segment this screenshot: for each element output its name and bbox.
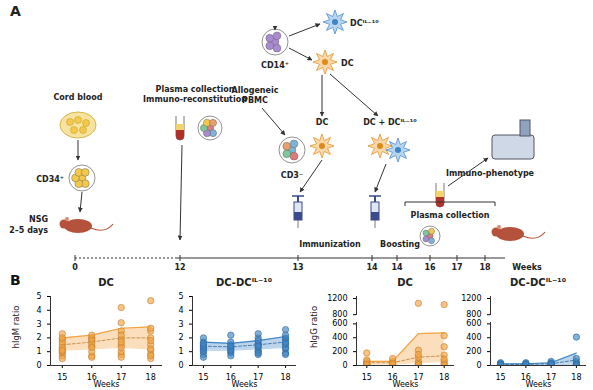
svg-text:16: 16 [86, 373, 97, 383]
svg-text:17: 17 [116, 373, 127, 383]
svg-text:5: 5 [36, 292, 41, 301]
svg-text:CD3⁻: CD3⁻ [281, 171, 303, 180]
html-text:DC-DCᴵᴸ⁻¹⁰: DC-DCᴵᴸ⁻¹⁰ [510, 277, 566, 288]
svg-text:17: 17 [451, 263, 462, 272]
svg-text:14: 14 [391, 263, 403, 272]
svg-text:0: 0 [342, 361, 347, 370]
svg-text:Cord blood: Cord blood [53, 93, 102, 102]
svg-text:1: 1 [178, 347, 183, 356]
html-text:hIgM ratio: hIgM ratio [11, 305, 21, 349]
svg-text:15: 15 [496, 373, 506, 382]
svg-text:3: 3 [178, 320, 183, 329]
svg-text:15: 15 [362, 373, 372, 382]
svg-text:2: 2 [178, 333, 183, 342]
svg-text:Immuno-phenotype: Immuno-phenotype [446, 169, 535, 178]
svg-text:800: 800 [466, 310, 481, 319]
svg-text:Immuno-reconstitution: Immuno-reconstitution [143, 95, 247, 104]
svg-text:1: 1 [36, 347, 41, 356]
svg-text:2–5 days: 2–5 days [9, 226, 48, 235]
svg-text:3: 3 [36, 320, 41, 329]
svg-text:0: 0 [476, 361, 481, 370]
svg-text:13: 13 [292, 263, 303, 272]
svg-text:Weeks: Weeks [525, 380, 551, 389]
svg-text:16: 16 [225, 373, 236, 383]
svg-text:18: 18 [571, 373, 581, 382]
svg-text:A: A [10, 3, 21, 19]
svg-text:5: 5 [178, 292, 183, 301]
svg-text:800: 800 [332, 310, 347, 319]
svg-text:1200: 1200 [327, 294, 347, 303]
svg-text:200: 200 [332, 347, 347, 356]
svg-text:DC: DC [341, 59, 354, 68]
svg-text:Boosting: Boosting [380, 240, 420, 249]
html-text:DC: DC [98, 277, 114, 288]
svg-text:15: 15 [198, 373, 208, 382]
svg-text:4: 4 [178, 306, 183, 315]
html-text:DC-DCᴵᴸ⁻¹⁰: DC-DCᴵᴸ⁻¹⁰ [216, 277, 272, 288]
html-text:DC: DC [397, 277, 413, 288]
svg-text:16: 16 [424, 263, 436, 272]
svg-text:PBMC: PBMC [242, 96, 268, 105]
svg-text:600: 600 [466, 319, 481, 328]
svg-text:14: 14 [366, 263, 378, 272]
svg-text:18: 18 [146, 373, 156, 382]
html-text:B: B [10, 272, 21, 288]
html-text:hIgG ratio: hIgG ratio [309, 305, 319, 349]
svg-text:200: 200 [466, 347, 481, 356]
svg-text:CD34⁺: CD34⁺ [36, 175, 64, 184]
svg-text:15: 15 [57, 373, 67, 382]
svg-text:600: 600 [332, 319, 347, 328]
svg-text:0: 0 [72, 263, 78, 272]
svg-text:400: 400 [466, 333, 481, 342]
svg-text:Plasma collection: Plasma collection [411, 211, 490, 220]
svg-text:Allogeneic: Allogeneic [232, 86, 279, 95]
svg-text:DCᴵᴸ⁻¹⁰: DCᴵᴸ⁻¹⁰ [350, 19, 379, 28]
svg-text:17: 17 [253, 373, 264, 383]
svg-text:0: 0 [36, 361, 41, 370]
svg-text:Immunization: Immunization [299, 240, 361, 249]
svg-text:CD14⁺: CD14⁺ [261, 61, 289, 70]
svg-text:DC: DC [316, 118, 329, 127]
svg-text:400: 400 [332, 333, 347, 342]
svg-text:NSG: NSG [29, 215, 48, 224]
svg-text:Weeks: Weeks [231, 380, 257, 389]
svg-text:Weeks: Weeks [93, 380, 119, 389]
svg-text:18: 18 [479, 263, 491, 272]
svg-text:2: 2 [36, 333, 41, 342]
svg-text:4: 4 [36, 306, 41, 315]
svg-text:Plasma collection: Plasma collection [156, 85, 235, 94]
svg-text:DC + DCᴵᴸ⁻¹⁰: DC + DCᴵᴸ⁻¹⁰ [363, 118, 417, 127]
svg-text:Weeks: Weeks [512, 263, 542, 272]
svg-text:16: 16 [520, 373, 531, 383]
svg-text:12: 12 [174, 263, 185, 272]
svg-text:17: 17 [546, 373, 557, 383]
svg-text:18: 18 [439, 373, 449, 382]
svg-text:17: 17 [413, 373, 424, 383]
svg-text:0: 0 [178, 361, 183, 370]
svg-text:Weeks: Weeks [392, 380, 418, 389]
svg-text:16: 16 [387, 373, 398, 383]
svg-text:18: 18 [280, 373, 290, 382]
svg-text:1200: 1200 [461, 294, 481, 303]
